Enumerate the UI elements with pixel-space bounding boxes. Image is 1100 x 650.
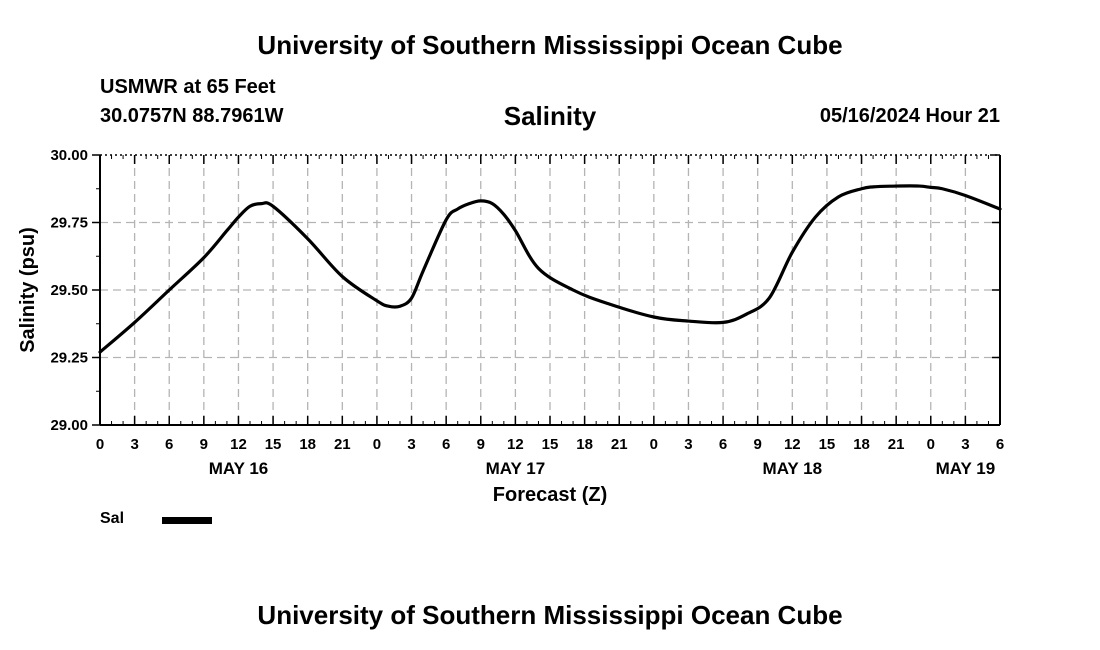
x-tick-label: 9 xyxy=(200,436,208,453)
x-tick-label: 21 xyxy=(611,436,628,453)
x-tick-label: 0 xyxy=(927,436,935,453)
x-date-label: MAY 18 xyxy=(763,459,823,478)
x-tick-label: 21 xyxy=(334,436,351,453)
station-name: USMWR at 65 Feet xyxy=(100,76,276,98)
x-tick-label: 9 xyxy=(754,436,762,453)
x-tick-label: 6 xyxy=(165,436,173,453)
x-tick-label: 3 xyxy=(407,436,415,453)
y-tick-label: 29.50 xyxy=(50,282,88,299)
x-tick-label: 15 xyxy=(819,436,836,453)
x-tick-label: 18 xyxy=(576,436,593,453)
x-tick-label: 15 xyxy=(265,436,282,453)
forecast-datetime: 05/16/2024 Hour 21 xyxy=(819,105,1000,127)
x-date-label: MAY 16 xyxy=(209,459,269,478)
x-axis-label: Forecast (Z) xyxy=(493,484,607,506)
x-tick-label: 18 xyxy=(299,436,316,453)
legend-swatch xyxy=(162,517,212,524)
y-tick-label: 29.25 xyxy=(50,350,88,367)
x-tick-label: 0 xyxy=(650,436,658,453)
page-title: University of Southern Mississippi Ocean… xyxy=(257,30,843,60)
y-tick-label: 30.00 xyxy=(50,147,88,164)
x-tick-label: 6 xyxy=(996,436,1004,453)
x-tick-label: 15 xyxy=(542,436,559,453)
x-date-label: MAY 19 xyxy=(936,459,996,478)
salinity-chart: 0 3 6 9 12 15 18 21 0 3 6 9 12 15 18 21 0 3 6 9 12 15 18 21 0 3 6 2… xyxy=(17,147,1004,506)
y-tick-label: 29.00 xyxy=(50,417,88,434)
station-coordinates: 30.0757N 88.7961W xyxy=(100,105,284,127)
x-tick-label: 6 xyxy=(719,436,727,453)
x-tick-label: 3 xyxy=(130,436,138,453)
footer-title: University of Southern Mississippi Ocean… xyxy=(257,600,843,630)
chart-title: Salinity xyxy=(503,101,597,131)
x-tick-label: 18 xyxy=(853,436,870,453)
legend-label: Sal xyxy=(100,510,125,527)
x-tick-label: 3 xyxy=(684,436,692,453)
y-axis-label: Salinity (psu) xyxy=(17,227,39,353)
x-tick-label: 12 xyxy=(507,436,524,453)
series-line-sal xyxy=(98,184,1002,354)
y-tick-label: 29.75 xyxy=(50,215,88,232)
x-tick-label: 12 xyxy=(784,436,801,453)
x-tick-label: 3 xyxy=(961,436,969,453)
x-date-label: MAY 17 xyxy=(486,459,546,478)
x-tick-label: 21 xyxy=(888,436,905,453)
x-tick-label: 0 xyxy=(96,436,104,453)
x-tick-label: 9 xyxy=(477,436,485,453)
x-tick-label: 0 xyxy=(373,436,381,453)
x-tick-label: 6 xyxy=(442,436,450,453)
x-tick-label: 12 xyxy=(230,436,247,453)
